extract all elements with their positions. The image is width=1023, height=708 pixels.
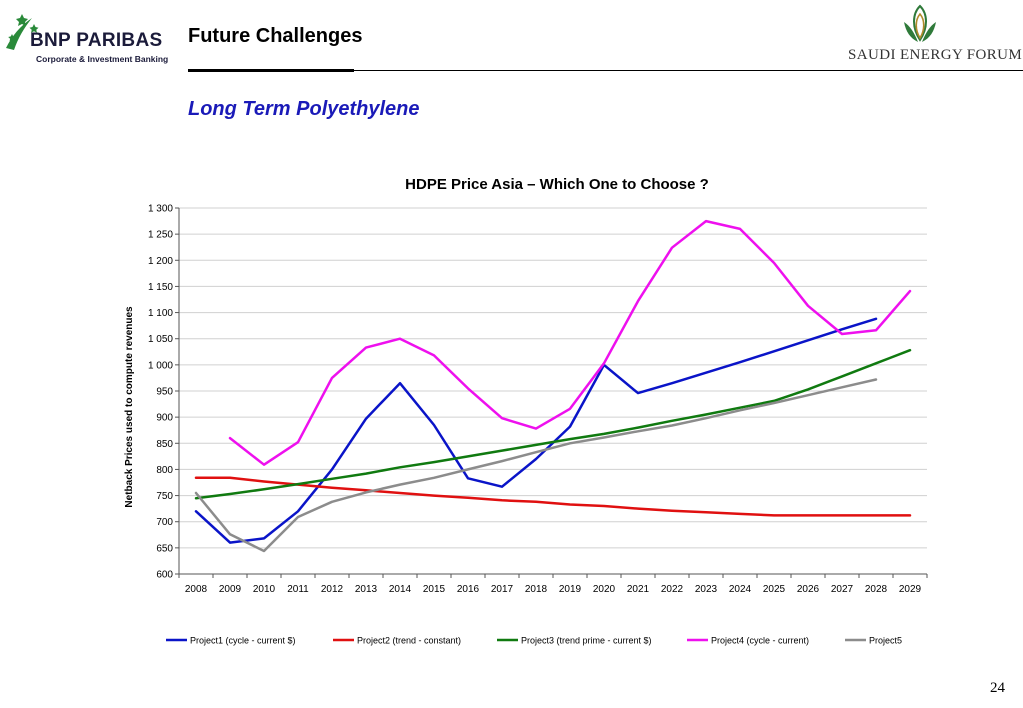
series-line-1 (194, 317, 878, 544)
legend-label: Project4 (cycle - current) (711, 636, 809, 646)
series-line-2 (194, 476, 912, 517)
y-tick-label: 650 (156, 543, 173, 554)
x-tick-label: 2016 (457, 584, 480, 595)
header-rule-thick (188, 69, 354, 72)
x-tick-label: 2024 (729, 584, 752, 595)
x-tick-label: 2022 (661, 584, 684, 595)
x-tick-label: 2026 (797, 584, 820, 595)
legend-label: Project5 (869, 636, 902, 646)
bnp-tagline: Corporate & Investment Banking (36, 54, 169, 64)
y-tick-label: 1 050 (148, 334, 173, 345)
x-tick-label: 2011 (287, 584, 309, 595)
bnp-paribas-logo: BNP PARIBAS Corporate & Investment Banki… (4, 10, 174, 70)
y-tick-label: 600 (156, 570, 173, 581)
slide-subtitle: Long Term Polyethylene (188, 98, 420, 120)
page-number: 24 (990, 680, 1005, 696)
x-tick-label: 2012 (321, 584, 344, 595)
y-axis-label: Netback Prices used to compute revenues (124, 306, 135, 508)
legend: Project1 (cycle - current $) Project2 (tr… (166, 636, 902, 646)
x-tick-label: 2013 (355, 584, 378, 595)
x-tick-label: 2019 (559, 584, 582, 595)
x-tick-label: 2028 (865, 584, 888, 595)
x-tick-label: 2009 (219, 584, 242, 595)
x-tick-label: 2027 (831, 584, 854, 595)
y-tick-label: 1 150 (148, 282, 173, 293)
y-tick-label: 900 (156, 413, 173, 424)
x-tick-label: 2020 (593, 584, 616, 595)
x-tick-label: 2014 (389, 584, 412, 595)
gridlines (179, 207, 927, 549)
x-tick-label: 2015 (423, 584, 446, 595)
forum-name: SAUDI ENERGY FORUM (848, 47, 1023, 63)
bnp-brand-name: BNP PARIBAS (30, 30, 163, 51)
leaf-emblem-icon (904, 4, 936, 42)
x-tick-label: 2017 (491, 584, 514, 595)
axes (175, 207, 928, 578)
x-tick-label: 2029 (899, 584, 922, 595)
x-tick-label: 2008 (185, 584, 208, 595)
page-title: Future Challenges (188, 25, 363, 47)
x-tick-label: 2010 (253, 584, 276, 595)
saudi-energy-forum-logo: SAUDI ENERGY FORUM (840, 2, 1023, 68)
y-tick-label: 700 (156, 517, 173, 528)
y-tick-label: 850 (156, 439, 173, 450)
x-tick-label: 2018 (525, 584, 548, 595)
y-tick-label: 1 250 (148, 230, 173, 241)
y-tick-label: 950 (156, 387, 173, 398)
x-tick-label: 2025 (763, 584, 786, 595)
series-line-5 (194, 378, 878, 553)
x-tick-label: 2021 (627, 584, 650, 595)
y-tick-label: 750 (156, 491, 173, 502)
series-line-3 (194, 348, 912, 500)
y-tick-label: 1 200 (148, 256, 173, 267)
series-lines (194, 219, 912, 553)
legend-label: Project1 (cycle - current $) (190, 636, 296, 646)
chart-title: HDPE Price Asia – Which One to Choose ? (405, 176, 709, 193)
y-tick-label: 800 (156, 465, 173, 476)
header-rule-thin (354, 70, 1023, 71)
y-tick-label: 1 300 (148, 204, 173, 215)
tick-labels: 600 650 700 750 800 850 900 950 1 000 1 050 1 100 1… (148, 204, 922, 596)
stars-bird-icon (6, 14, 39, 50)
series-line-4 (228, 219, 912, 466)
x-tick-label: 2023 (695, 584, 718, 595)
y-tick-label: 1 000 (148, 360, 173, 371)
legend-label: Project3 (trend prime - current $) (521, 636, 652, 646)
y-tick-label: 1 100 (148, 308, 173, 319)
legend-label: Project2 (trend - constant) (357, 636, 461, 646)
